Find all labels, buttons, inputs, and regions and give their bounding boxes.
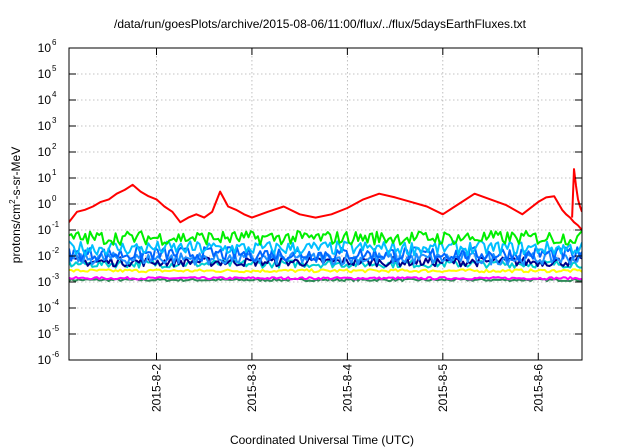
y-tick-exponent: 6 (52, 38, 57, 47)
y-axis-label: protons/cm2-s-sr-MeV (8, 147, 23, 263)
axis-ticks (69, 47, 582, 361)
y-tick-exponent: 3 (52, 116, 57, 125)
series-line (69, 277, 582, 283)
series-line (69, 251, 582, 266)
y-tick-exponent: -3 (52, 272, 60, 281)
y-tick-exponent: -2 (52, 246, 60, 255)
y-tick-exponent: -6 (52, 350, 60, 359)
y-tick-exponent: 4 (52, 90, 57, 99)
y-tick-base: 10 (38, 275, 52, 289)
y-tick-base: 10 (38, 171, 52, 185)
y-axis-label-sup: 2 (8, 199, 17, 204)
y-tick-label: 10 (38, 301, 52, 315)
series-line (69, 183, 582, 231)
y-tick-label: 10 (38, 275, 52, 289)
y-tick-label: 10 (38, 223, 52, 237)
chart-title: /data/run/goesPlots/archive/2015-08-06/1… (114, 17, 527, 31)
y-tick-exponent: 2 (52, 142, 57, 151)
y-tick-exponent: 0 (52, 194, 57, 203)
y-tick-label: 10 (38, 145, 52, 159)
y-tick-label: 10 (38, 41, 52, 55)
y-tick-base: 10 (38, 145, 52, 159)
y-tick-label: 10 (38, 93, 52, 107)
x-tick-label: 2015-8-3 (245, 364, 259, 412)
y-tick-base: 10 (38, 353, 52, 367)
y-tick-base: 10 (38, 41, 52, 55)
y-tick-label: 10 (38, 67, 52, 81)
y-tick-base: 10 (38, 119, 52, 133)
y-tick-label: 10 (38, 197, 52, 211)
series-line (69, 268, 582, 274)
series-line (69, 240, 582, 257)
y-tick-base: 10 (38, 249, 52, 263)
y-tick-exponent: -4 (52, 298, 60, 307)
y-tick-base: 10 (38, 327, 52, 341)
x-axis-label: Coordinated Universal Time (UTC) (230, 433, 414, 447)
y-tick-exponent: -1 (52, 220, 60, 229)
series-line (571, 168, 582, 218)
y-axis-label-post: -s-sr-MeV (9, 147, 23, 200)
y-tick-label: 10 (38, 249, 52, 263)
y-tick-labels: 10 -610 -510 -410 -310 -210 -110 010 110 210 310 41… (38, 38, 60, 367)
y-tick-base: 10 (38, 67, 52, 81)
series-group (69, 168, 582, 283)
series-line (69, 246, 582, 262)
x-tick-label: 2015-8-5 (436, 364, 450, 412)
x-tick-label: 2015-8-4 (340, 364, 354, 412)
x-tick-labels: 2015-8-2 2015-8-3 2015-8-4 2015-8-5 2015-8-6 (149, 364, 545, 412)
y-tick-exponent: 5 (52, 64, 57, 73)
series-line (69, 230, 582, 246)
y-tick-base: 10 (38, 197, 52, 211)
y-tick-exponent: 1 (52, 168, 57, 177)
x-tick-label: 2015-8-2 (149, 364, 163, 412)
series-line (69, 276, 582, 281)
y-tick-exponent: -5 (52, 324, 60, 333)
y-tick-label: 10 (38, 327, 52, 341)
y-axis-label-pre: protons/cm (9, 204, 23, 263)
y-tick-label: 10 (38, 353, 52, 367)
y-tick-base: 10 (38, 223, 52, 237)
y-tick-label: 10 (38, 119, 52, 133)
x-tick-label: 2015-8-6 (531, 364, 545, 412)
y-tick-base: 10 (38, 301, 52, 315)
y-tick-base: 10 (38, 93, 52, 107)
y-tick-label: 10 (38, 171, 52, 185)
